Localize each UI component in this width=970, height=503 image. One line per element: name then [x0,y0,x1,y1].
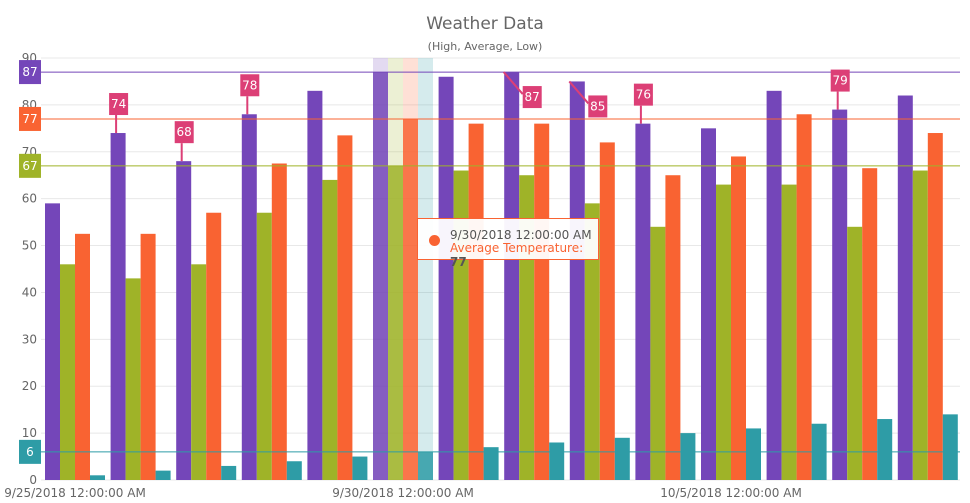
annotation-connector [568,80,590,105]
crosshair-value-badge [19,439,41,464]
bar [862,168,878,480]
bar [897,95,913,480]
bar [614,437,630,480]
annotation-label: 68 [177,125,192,139]
crosshair-value-badge [19,153,41,178]
bar [635,123,651,481]
x-tick-label: 9/30/2018 12:00:00 AM [332,486,474,500]
bar [569,81,585,480]
bar [680,433,696,480]
bar [438,76,454,480]
y-tick-label: 30 [22,332,37,346]
bar [388,165,403,480]
bar [125,278,141,480]
y-tick-label: 60 [22,192,37,206]
chart-title: Weather Data [426,14,544,34]
bar [468,123,484,481]
chart-subtitle: (High, Average, Low) [427,40,543,53]
bar [337,135,353,480]
tooltip-value-line: Average Temperature: 77 [450,241,598,269]
bar [140,233,156,480]
bar [650,226,666,480]
bar [504,72,520,481]
bar [418,451,433,480]
bar [75,233,90,480]
bar [766,90,782,481]
x-tick-label: 9/25/2018 12:00:00 AM [4,486,146,500]
bar [191,264,207,480]
bar [271,163,287,480]
annotation-connector [502,71,524,95]
tooltip-date: 9/30/2018 12:00:00 AM [450,228,592,242]
bar [110,133,126,480]
bar [241,114,257,481]
crosshair-value-badge [19,60,41,85]
crosshair-value-label: 87 [22,65,37,79]
y-tick-label: 10 [22,426,37,440]
annotation-badge [240,74,260,97]
bar [90,475,105,480]
annotation-badge [588,95,608,118]
y-tick-label: 40 [22,285,37,299]
annotation-badge [174,121,194,144]
bar [373,72,388,481]
bar [746,428,761,480]
bar [549,442,565,480]
annotation-label: 74 [111,97,126,111]
annotation-badge [522,86,542,109]
bar [599,142,615,480]
bar [352,456,368,480]
bar [45,203,60,480]
annotation-label: 79 [833,74,848,88]
crosshair-value-badge [19,106,41,131]
bar [927,133,943,480]
annotation-label: 87 [525,90,540,104]
bar [781,184,797,480]
crosshair-value-label: 67 [22,159,37,173]
y-tick-label: 0 [29,473,37,487]
crosshair-value-label: 77 [22,112,37,126]
bar [832,109,848,481]
bar [403,118,418,480]
bar [483,447,499,480]
annotation-badge [633,83,653,106]
bar [60,264,75,480]
bar [731,156,746,480]
bar [716,184,731,480]
tooltip-value: 77 [450,255,467,269]
bar [176,161,192,480]
bar [322,179,338,480]
crosshair-band [418,58,433,480]
bar [796,114,812,481]
bar [307,90,323,481]
bar [256,212,272,480]
bar [847,226,863,480]
y-tick-label: 50 [22,239,37,253]
tooltip: 9/30/2018 12:00:00 AM Average Temperatur… [417,218,599,269]
series-marker-icon [429,235,440,246]
crosshair-value-label: 6 [26,445,34,459]
bar [942,414,958,480]
annotation-label: 85 [590,99,605,113]
bar [665,175,681,480]
bar [453,170,469,481]
bar [912,170,928,481]
bar [584,203,600,480]
annotation-label: 76 [636,88,651,102]
bar [701,128,716,481]
x-tick-label: 10/5/2018 12:00:00 AM [660,486,802,500]
y-tick-label: 20 [22,379,37,393]
annotation-label: 78 [242,78,257,92]
bar [534,123,550,481]
annotation-badge [109,93,129,116]
annotation-badge [830,69,850,92]
bar [877,419,893,480]
bar [206,212,222,480]
bar [155,470,171,480]
bar [221,465,237,480]
bar [286,461,302,480]
tooltip-series-label: Average Temperature: [450,241,584,255]
